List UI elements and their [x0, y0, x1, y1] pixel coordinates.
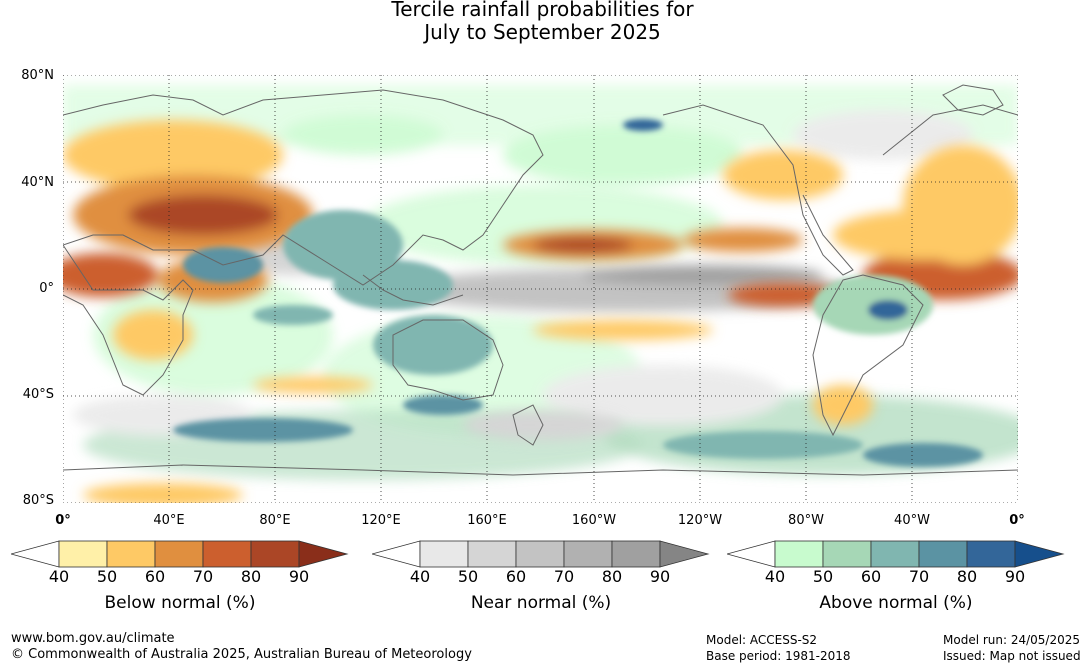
colorbar-below-swatch	[58, 540, 108, 568]
colorbar-below-swatch	[250, 540, 300, 568]
lon-label-120e: 120°E	[361, 513, 401, 528]
colorbar-near-swatch	[611, 540, 661, 568]
colorbar-above-swatch	[1014, 540, 1065, 568]
footer-base-period: Base period: 1981-2018	[706, 649, 851, 663]
colorbar-above-label: Above normal (%)	[819, 593, 973, 613]
colorbar-below-swatch	[298, 540, 349, 568]
colorbar-above-swatch	[966, 540, 1016, 568]
footer-model-run: Model run: 24/05/2025	[943, 633, 1081, 647]
colorbar-below-swatch	[202, 540, 252, 568]
colorbar-tick: 90	[1004, 567, 1026, 586]
colorbar-near-swatch	[563, 540, 613, 568]
field-below-normal	[63, 120, 1018, 503]
footer-url[interactable]: www.bom.gov.au/climate	[11, 631, 175, 646]
coastlines	[63, 84, 1018, 476]
lon-label-0-right: 0°	[1009, 513, 1025, 528]
rainfall-probability-map	[63, 75, 1018, 503]
colorbar-above-svg	[727, 540, 1065, 568]
colorbar-tick: 90	[288, 567, 310, 586]
colorbar-tick: 50	[457, 567, 479, 586]
colorbar-tick: 80	[956, 567, 978, 586]
lat-label-80s: 80°S	[22, 493, 54, 508]
colorbar-near-normal	[372, 540, 710, 570]
lat-label-80n: 80°N	[21, 68, 54, 83]
colorbar-tick: 50	[96, 567, 118, 586]
colorbar-tick: 40	[764, 567, 786, 586]
colorbar-near-label: Near normal (%)	[470, 593, 612, 613]
colorbar-below-swatch	[154, 540, 204, 568]
colorbar-near-swatch	[659, 540, 710, 568]
footer-issued: Issued: Map not issued	[943, 649, 1081, 663]
colorbar-above-swatch	[870, 540, 920, 568]
colorbar-below-swatch	[106, 540, 156, 568]
colorbar-tick: 70	[908, 567, 930, 586]
colorbar-tick: 80	[601, 567, 623, 586]
colorbar-below-svg	[11, 540, 349, 568]
colorbar-near-swatch	[419, 540, 469, 568]
lon-label-160e: 160°E	[467, 513, 507, 528]
lat-label-equator: 0°	[39, 281, 54, 296]
colorbar-above-swatch	[918, 540, 968, 568]
footer-copyright: © Commonwealth of Australia 2025, Austra…	[11, 647, 472, 662]
colorbar-tick: 80	[240, 567, 262, 586]
colorbar-tick: 90	[649, 567, 671, 586]
colorbar-near-swatch	[467, 540, 517, 568]
lon-label-160w: 160°W	[571, 513, 617, 528]
graticule	[63, 75, 1018, 503]
colorbar-near-svg	[372, 540, 710, 568]
colorbar-tick: 40	[48, 567, 70, 586]
colorbar-above-swatch	[774, 540, 824, 568]
colorbar-near-swatch	[515, 540, 565, 568]
map-title-line2: July to September 2025	[424, 20, 661, 44]
lat-label-40s: 40°S	[22, 387, 54, 402]
colorbar-below-label: Below normal (%)	[104, 593, 256, 613]
lon-label-40w: 40°W	[894, 513, 930, 528]
colorbar-tick: 60	[505, 567, 527, 586]
colorbar-tick: 50	[812, 567, 834, 586]
lon-label-120w: 120°W	[677, 513, 723, 528]
lon-label-80w: 80°W	[788, 513, 824, 528]
lon-label-40e: 40°E	[153, 513, 185, 528]
footer-model: Model: ACCESS-S2	[706, 633, 818, 647]
colorbar-below-normal	[11, 540, 349, 570]
colorbar-above-swatch	[822, 540, 872, 568]
colorbar-tick: 60	[860, 567, 882, 586]
colorbar-above-normal	[727, 540, 1065, 570]
colorbar-tick: 70	[553, 567, 575, 586]
colorbar-tick: 60	[144, 567, 166, 586]
lon-label-80e: 80°E	[259, 513, 291, 528]
colorbar-tick: 70	[192, 567, 214, 586]
colorbar-tick: 40	[409, 567, 431, 586]
lat-label-40n: 40°N	[21, 175, 54, 190]
map-title-line1: Tercile rainfall probabilities for	[391, 0, 694, 21]
lon-label-0: 0°	[55, 513, 71, 528]
